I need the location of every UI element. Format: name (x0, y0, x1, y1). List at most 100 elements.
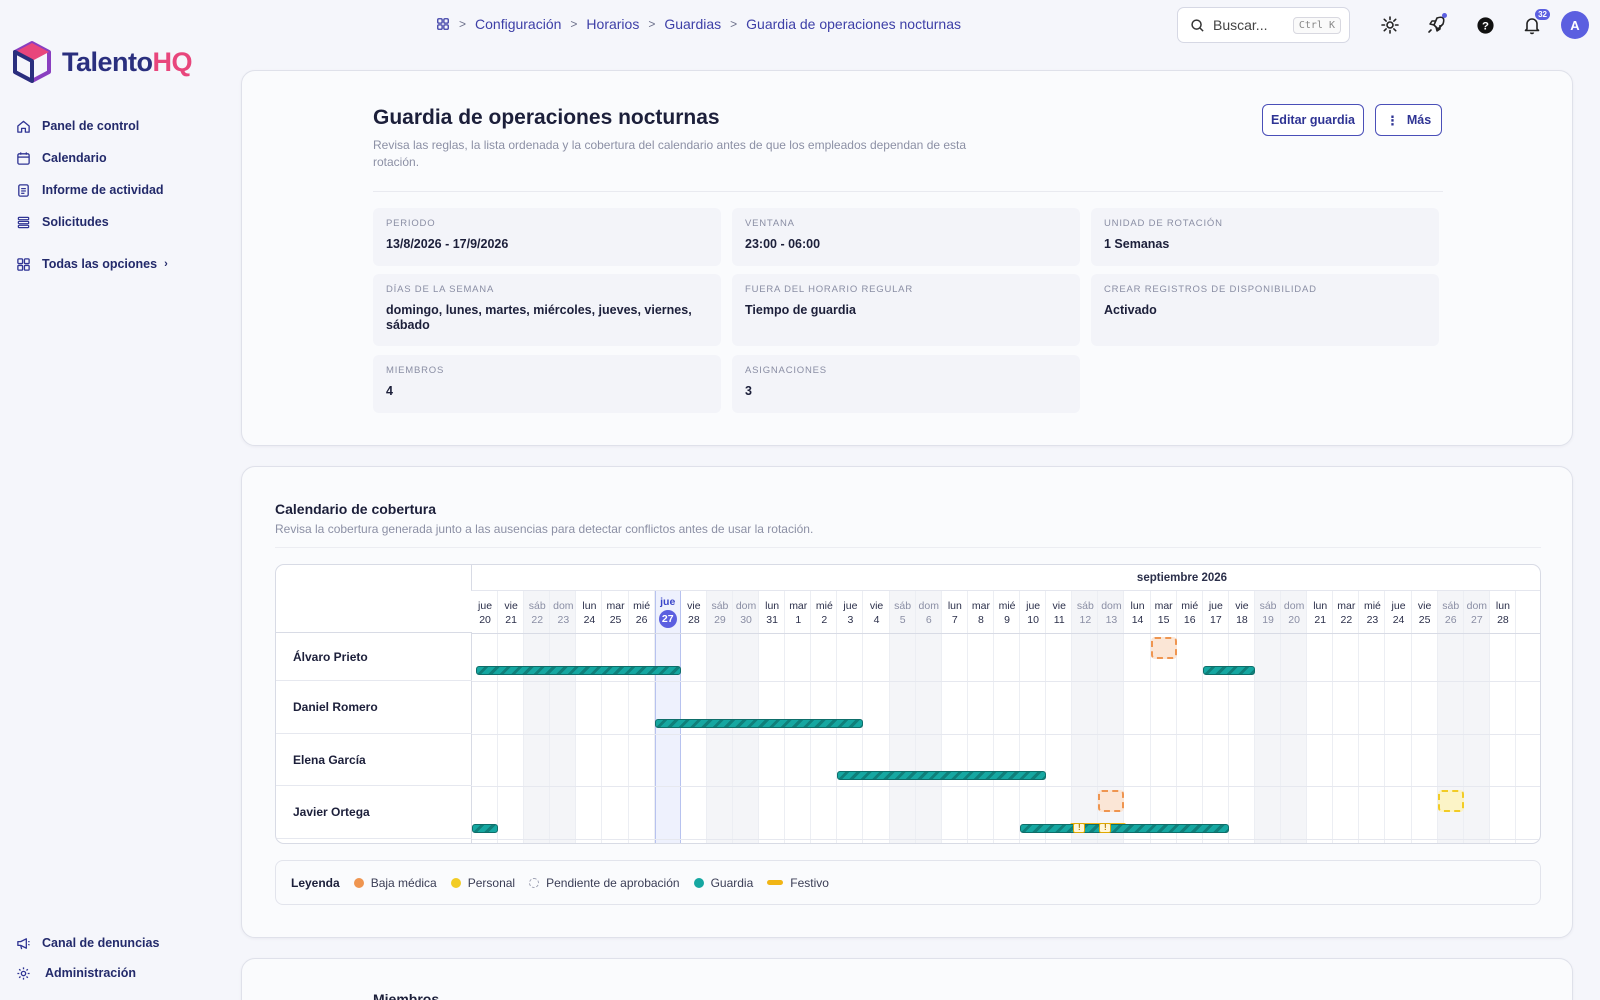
member-name[interactable]: Daniel Romero (276, 681, 472, 734)
sidebar-item-label: Calendario (42, 151, 107, 165)
sidebar-item-calendar[interactable]: Calendario (16, 142, 168, 174)
apps-icon[interactable] (436, 17, 450, 31)
svg-text:?: ? (1482, 20, 1489, 32)
member-name[interactable]: Elena García (276, 734, 472, 786)
conflict-warning-icon[interactable]: ! (1099, 823, 1112, 833)
search-shortcut: Ctrl K (1292, 16, 1341, 34)
search-input[interactable]: Buscar... Ctrl K (1177, 7, 1350, 43)
sidebar-item-requests[interactable]: Solicitudes (16, 206, 168, 238)
oncall-shift-bar[interactable] (837, 771, 1047, 780)
sidebar-item-panel[interactable]: Panel de control (16, 110, 168, 142)
day-column (1229, 591, 1255, 843)
day-number-label: 28 (688, 614, 700, 626)
breadcrumb-configuration[interactable]: Configuración (475, 16, 562, 32)
page-title: Guardia de operaciones nocturnas (373, 106, 720, 129)
day-of-week-label: lun (582, 600, 597, 612)
day-of-week-label: jue (660, 596, 676, 608)
day-number-label: 27 (1471, 614, 1483, 626)
day-number-label: 20 (479, 614, 491, 626)
day-column (837, 591, 864, 843)
brand-logo[interactable]: TalentoHQ (12, 40, 192, 84)
new-indicator-dot (1442, 13, 1447, 18)
sick-leave-absence[interactable] (1098, 790, 1125, 812)
member-name[interactable]: Álvaro Prieto (276, 633, 472, 681)
personal-absence[interactable] (1437, 790, 1464, 812)
day-of-week-label: mié (998, 600, 1016, 612)
month-label: septiembre 2026 (1136, 572, 1228, 584)
row-divider (472, 681, 1540, 682)
legend-label: Pendiente de aprobación (546, 875, 680, 890)
calendar-icon (17, 151, 30, 165)
breadcrumb-oncall[interactable]: Guardias (664, 16, 722, 32)
whats-new-button[interactable] (1423, 12, 1449, 38)
field-label: Fuera del horario regular (745, 284, 913, 295)
member-name[interactable]: Javier Ortega (276, 786, 472, 839)
help-button[interactable]: ? (1472, 12, 1498, 38)
day-number-label: 27 (658, 610, 677, 628)
sidebar-item-all-options[interactable]: Todas las opciones › (16, 248, 168, 280)
day-number-label: 5 (899, 614, 906, 626)
sidebar-item-admin[interactable]: Administración (16, 958, 159, 988)
sidebar-nav: Panel de control Calendario Informe de a… (16, 110, 168, 280)
day-header: dom 27 (1464, 591, 1490, 633)
day-header: dom 6 (916, 591, 942, 633)
more-button[interactable]: ⋮ Más (1375, 104, 1442, 136)
oncall-shift-bar[interactable] (476, 666, 681, 675)
sick-leave-absence[interactable] (1150, 637, 1177, 659)
chevron-right-icon: › (164, 258, 168, 270)
field-rotation-unit: Unidad de rotación 1 Semanas (1091, 208, 1439, 266)
more-button-label: Más (1406, 113, 1432, 127)
field-label: Crear registros de disponibilidad (1104, 284, 1317, 295)
sidebar-item-label: Todas las opciones (42, 257, 158, 271)
calendar-day-grid: jue 20 vie 21 sáb 22 dom 23 lun 24 mar 25 mié 26 jue27… (472, 591, 1540, 843)
legend-item: Festivo (767, 876, 829, 890)
day-column (1177, 591, 1203, 843)
sidebar-item-label: Informe de actividad (42, 183, 164, 197)
day-of-week-label: sáb (1259, 600, 1277, 612)
legend-label: Festivo (790, 875, 829, 890)
day-number-label: 22 (531, 614, 544, 626)
conflict-warning-icon[interactable]: ! (1073, 823, 1086, 833)
members-card: Miembros (241, 958, 1573, 1000)
day-number-label: 26 (1444, 614, 1457, 626)
day-of-week-label: mar (1154, 600, 1173, 612)
day-of-week-label: jue (1208, 600, 1223, 612)
day-of-week-label: jue (478, 600, 493, 612)
oncall-shift-bar[interactable] (654, 719, 864, 728)
day-header: dom 20 (1281, 591, 1307, 633)
edit-oncall-button[interactable]: Editar guardia (1262, 104, 1364, 136)
field-value: Tiempo de guardia (745, 303, 856, 317)
notifications-badge: 32 (1535, 9, 1550, 20)
report-icon (18, 183, 29, 197)
sidebar-item-whistleblowing[interactable]: Canal de denuncias (16, 928, 159, 958)
day-column (1333, 591, 1360, 843)
settings-button[interactable] (1377, 12, 1403, 38)
oncall-shift-bar[interactable] (472, 824, 499, 833)
field-value: domingo, lunes, martes, miércoles, jueve… (386, 303, 692, 332)
search-placeholder: Buscar... (1213, 17, 1268, 33)
day-header: sáb 12 (1072, 591, 1098, 633)
notifications-button[interactable]: 32 (1519, 9, 1550, 38)
day-header: mié 9 (994, 591, 1020, 633)
sidebar-item-activity-report[interactable]: Informe de actividad (16, 174, 168, 206)
calendar-month-header: septiembre 2026 (471, 565, 1540, 591)
field-members: Miembros 4 (373, 355, 721, 413)
day-number-label: 19 (1262, 614, 1274, 626)
day-of-week-label: jue (1391, 600, 1406, 612)
field-value: 4 (386, 384, 393, 398)
oncall-shift-bar[interactable] (1020, 824, 1229, 833)
legend-item: Pendiente de aprobación (529, 875, 680, 890)
day-of-week-label: dom (1283, 600, 1305, 612)
day-header: lun 24 (576, 591, 602, 633)
field-weekdays: Días de la semana domingo, lunes, martes… (373, 274, 721, 346)
day-header: vie 18 (1229, 591, 1255, 633)
oncall-shift-bar[interactable] (1202, 666, 1255, 675)
user-avatar[interactable]: A (1561, 11, 1589, 39)
day-number-label: 6 (925, 614, 932, 626)
day-column (576, 591, 603, 843)
day-of-week-label: vie (1052, 600, 1066, 612)
breadcrumb-schedules[interactable]: Horarios (586, 16, 640, 32)
breadcrumb-current[interactable]: Guardia de operaciones nocturnas (746, 16, 961, 32)
sidebar-item-label: Canal de denuncias (42, 936, 160, 950)
help-icon: ? (1476, 16, 1494, 34)
